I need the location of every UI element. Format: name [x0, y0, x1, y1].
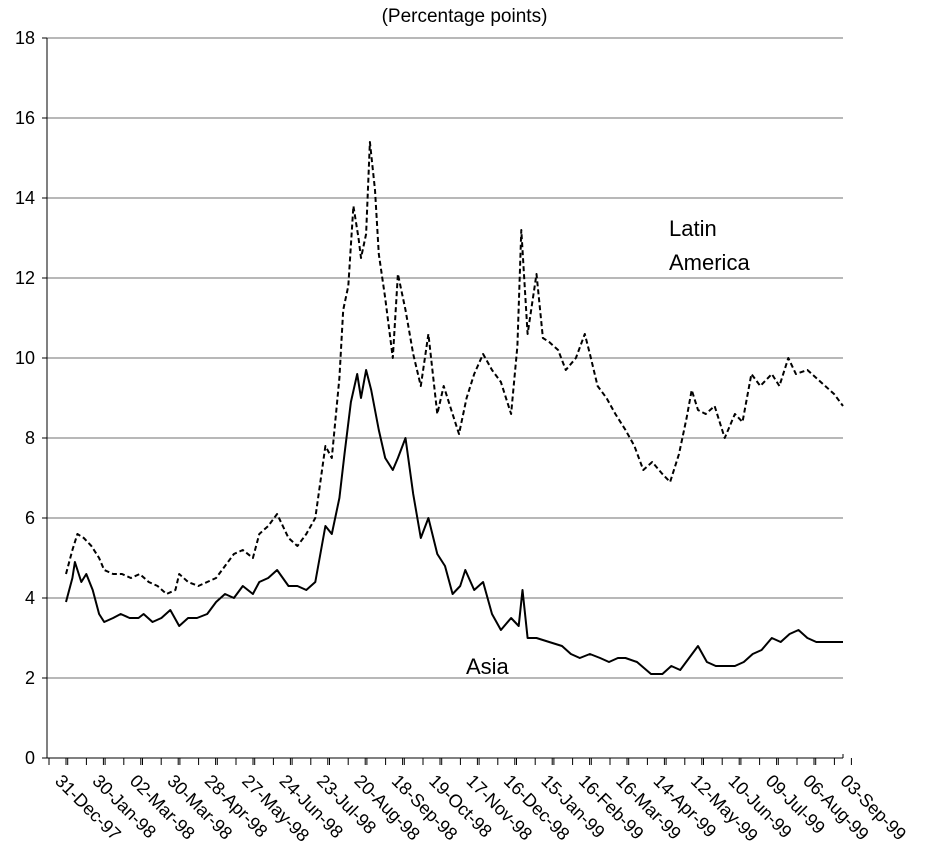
y-axis-ticks: 0 2 4 6 8 10 12 14 16 18: [15, 28, 47, 768]
latin-america-label-line-1: America: [669, 250, 750, 275]
series-line-latin-america: [65, 141, 844, 595]
series-line-asia: [65, 369, 843, 675]
chart-title: (Percentage points): [381, 6, 548, 27]
asia-label: Asia: [466, 654, 510, 679]
y-tick-label-0: 0: [25, 748, 35, 768]
y-tick-label-10: 10: [15, 348, 35, 368]
series-lines: [65, 141, 844, 675]
annotations: Latin America Asia: [466, 216, 750, 679]
y-tick-label-8: 8: [25, 428, 35, 448]
y-tick-label-12: 12: [15, 268, 35, 288]
y-tick-label-14: 14: [15, 188, 35, 208]
y-tick-label-6: 6: [25, 508, 35, 528]
latin-america-label-line-0: Latin: [669, 216, 717, 241]
y-tick-label-18: 18: [15, 28, 35, 48]
gridlines: [47, 37, 843, 679]
axes: [46, 38, 844, 759]
y-tick-label-4: 4: [25, 588, 35, 608]
y-tick-label-16: 16: [15, 108, 35, 128]
x-axis-ticks: 31-Dec-9730-Jan-9802-Mar-9830-Mar-9828-A…: [48, 758, 910, 846]
y-tick-label-2: 2: [25, 668, 35, 688]
